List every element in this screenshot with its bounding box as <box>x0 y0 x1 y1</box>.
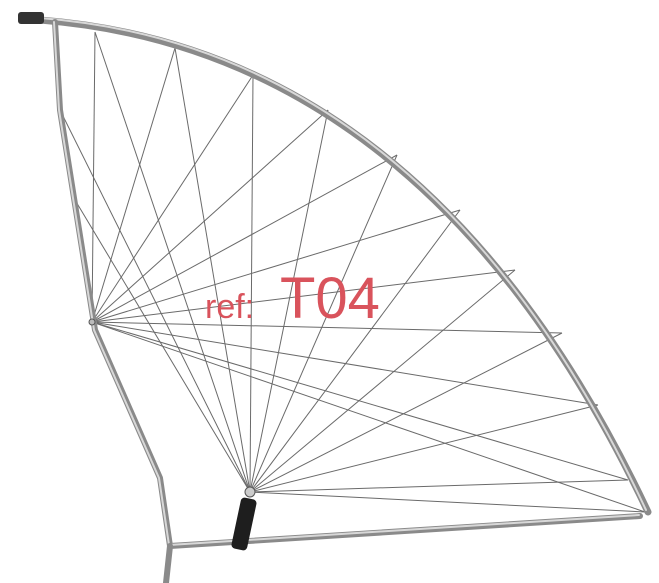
hub <box>245 487 255 497</box>
wire <box>92 210 460 322</box>
wire <box>250 75 253 492</box>
end-cap <box>18 12 44 24</box>
photo: ref: T04 <box>0 0 659 583</box>
wire <box>250 333 562 492</box>
wire <box>250 480 628 492</box>
wire <box>92 322 628 480</box>
wire <box>92 322 598 405</box>
wire <box>92 48 175 322</box>
top-arc-highlight <box>40 18 646 510</box>
wire <box>250 492 645 512</box>
wire <box>95 32 250 492</box>
watermark-prefix: ref: <box>205 288 254 326</box>
watermark-code: T04 <box>280 266 380 331</box>
hub <box>89 319 95 325</box>
leg-tube <box>166 546 170 583</box>
